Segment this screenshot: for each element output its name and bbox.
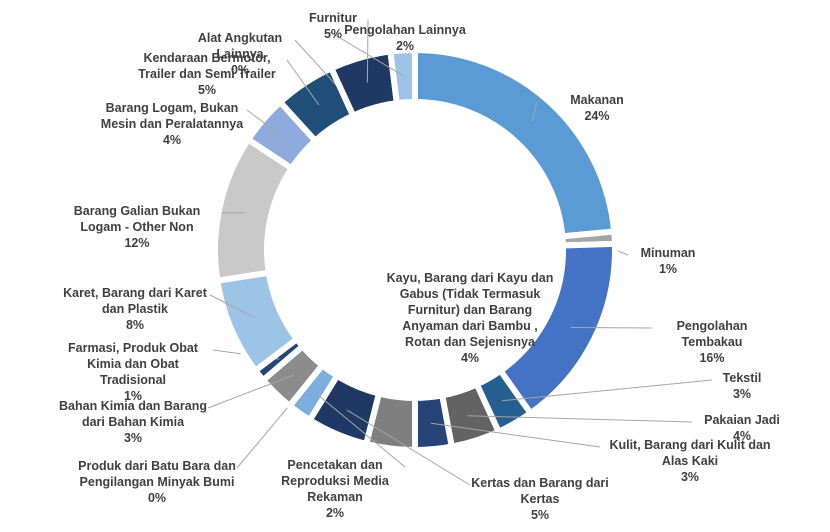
category-label: Barang Logam, Bukan Mesin dan Peralatann… [100,101,244,131]
slice-label: Pakaian Jadi 4% [692,412,792,444]
category-label: Tekstil [722,371,762,385]
slice-label: Kendaraan Bermotor, Trailer dan Semi Tra… [127,50,287,98]
value-label: 3% [732,387,752,401]
leader-line [501,379,713,402]
category-label: Farmasi, Produk Obat Kimia dan Obat Trad… [68,341,198,387]
slice-label: Bahan Kimia dan Barang dari Bahan Kimia 3… [58,398,208,446]
slice-label: Kertas dan Barang dari Kertas 5% [470,475,610,523]
leader-line [430,422,601,448]
slice-label: Karet, Barang dari Karet dan Plastik 8% [60,285,210,333]
leader-line [366,19,369,83]
leader-line [246,109,284,138]
leader-line [329,31,405,77]
category-label: Pengolahan Lainnya [344,23,466,37]
value-label: 1% [123,389,143,403]
value-label: 2% [395,39,415,53]
value-label: 0% [230,63,250,77]
value-label: 4% [162,133,182,147]
slice-label: Pengolahan Tembakau 16% [652,318,772,366]
category-label: Furnitur [309,11,357,25]
category-label: Barang Galian Bukan Logam - Other Non [73,204,201,234]
slice-label: Pengolahan Lainnya 2% [330,22,480,54]
value-label: 5% [197,83,217,97]
leader-line [294,39,343,93]
leader-line [467,415,693,423]
leader-line [286,59,320,106]
category-label: Karet, Barang dari Karet dan Plastik [63,286,207,316]
value-label: 3% [123,431,143,445]
slice-label: Kayu, Barang dari Kayu dan Gabus (Tidak … [385,270,555,366]
category-label: Kayu, Barang dari Kayu dan Gabus (Tidak … [386,271,554,349]
slice-label: Kulit, Barang dari Kulit dan Alas Kaki 3% [600,437,780,485]
value-label: 2% [325,506,345,520]
slice-label: Makanan 24% [537,92,657,124]
leader-line [209,294,255,319]
value-label: 8% [125,318,145,332]
category-label: Kendaraan Bermotor, Trailer dan Semi Tra… [138,51,276,81]
value-label: 24% [584,109,610,123]
leader-line [314,391,406,468]
slice-label: Alat Angkutan Lainnya 0% [185,30,295,78]
category-label: Bahan Kimia dan Barang dari Bahan Kimia [59,399,207,429]
slice-label: Produk dari Batu Bara dan Pengilangan Mi… [77,458,237,506]
leader-line [346,409,471,486]
category-label: Produk dari Batu Bara dan Pengilangan Mi… [78,459,236,489]
value-label: 16% [699,351,725,365]
value-label: 5% [530,508,550,522]
slice-label: Tekstil 3% [712,370,772,402]
category-label: Makanan [570,93,624,107]
slice-label: Minuman 1% [628,245,708,277]
value-label: 5% [323,27,343,41]
category-label: Alat Angkutan Lainnya [197,31,283,61]
leader-line [531,101,538,122]
value-label: 4% [732,429,752,443]
donut-slice [412,391,456,454]
value-label: 3% [680,470,700,484]
leader-line [207,374,295,409]
value-label: 0% [147,491,167,505]
value-label: 12% [124,236,150,250]
category-label: Kertas dan Barang dari Kertas [471,476,609,506]
slice-label: Barang Galian Bukan Logam - Other Non 12% [52,203,222,251]
slice-label: Barang Logam, Bukan Mesin dan Peralatann… [97,100,247,148]
category-label: Pengolahan Tembakau [676,319,748,349]
category-label: Kulit, Barang dari Kulit dan Alas Kaki [609,438,771,468]
slice-label: Farmasi, Produk Obat Kimia dan Obat Trad… [53,340,213,404]
category-label: Pencetakan dan Reproduksi Media Rekaman [281,458,389,504]
value-label: 1% [658,262,678,276]
slice-label: Furnitur 5% [298,10,368,42]
category-label: Pakaian Jadi [704,413,780,427]
slice-label: Pencetakan dan Reproduksi Media Rekaman 2… [265,457,405,521]
donut-slice [412,46,618,240]
category-label: Minuman [640,246,696,260]
value-label: 4% [460,351,480,365]
donut-slice [387,46,418,107]
